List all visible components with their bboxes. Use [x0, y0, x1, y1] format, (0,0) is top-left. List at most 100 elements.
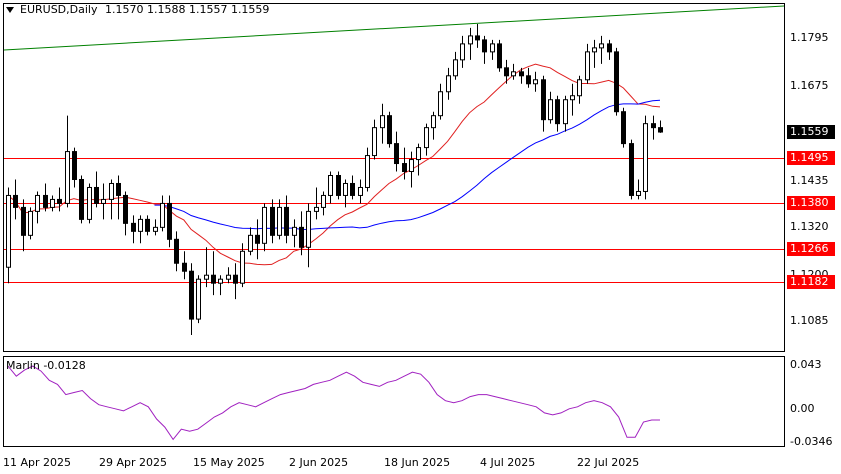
candle: [321, 191, 326, 216]
price-axis-label: 1.1675: [790, 78, 829, 92]
candle: [35, 191, 40, 224]
candle: [262, 203, 267, 252]
level-price-tag: 1.1266: [787, 241, 835, 256]
candle: [336, 171, 341, 200]
candle: [145, 215, 150, 236]
candle: [174, 231, 179, 272]
candle: [519, 67, 524, 84]
time-axis-label: 15 May 2025: [193, 456, 265, 469]
indicator-scale-bottom: -0.0346: [790, 435, 833, 448]
candle: [255, 219, 260, 260]
candle: [6, 187, 11, 284]
candle: [599, 35, 604, 64]
candle: [409, 151, 414, 188]
candle: [548, 91, 553, 124]
level-price-tag: 1.1182: [787, 275, 835, 290]
candle: [248, 227, 253, 256]
price-chart[interactable]: [0, 0, 841, 355]
candle: [196, 275, 201, 324]
candle: [50, 195, 55, 212]
marlin-indicator-panel[interactable]: [0, 355, 841, 450]
candle: [541, 75, 546, 132]
candle: [123, 191, 128, 236]
candle: [585, 43, 590, 84]
candle: [460, 35, 465, 68]
candle: [424, 123, 429, 156]
candle: [416, 143, 421, 176]
candle: [387, 111, 392, 148]
moving-average-blue: [154, 99, 661, 231]
candle: [131, 215, 136, 244]
candle: [153, 219, 158, 236]
candle: [636, 179, 641, 200]
candle: [482, 35, 487, 64]
candle: [109, 179, 114, 220]
candle: [189, 263, 194, 336]
time-axis-label: 18 Jun 2025: [384, 456, 451, 469]
candle: [87, 183, 92, 224]
time-axis-label: 2 Jun 2025: [289, 456, 349, 469]
collapse-triangle-icon[interactable]: [6, 7, 14, 13]
price-axis-label: 1.1320: [790, 220, 829, 234]
channel-line: [3, 5, 785, 51]
candle: [284, 195, 289, 244]
candle: [160, 195, 165, 232]
time-axis-label: 4 Jul 2025: [480, 456, 536, 469]
candle: [218, 275, 223, 296]
candle: [526, 67, 531, 88]
candle: [233, 263, 238, 300]
candle: [570, 83, 575, 116]
candle: [182, 251, 187, 280]
candle: [555, 95, 560, 132]
candle: [43, 183, 48, 212]
candle: [21, 199, 26, 252]
chart-title: EURUSD,Daily 1.1570 1.1588 1.1557 1.1559: [20, 3, 269, 16]
candle: [504, 59, 509, 84]
candle: [490, 39, 495, 60]
candle: [65, 115, 70, 208]
candle: [431, 111, 436, 140]
candle: [350, 175, 355, 200]
price-axis-label: 1.1085: [790, 314, 829, 328]
candle: [299, 211, 304, 256]
candle: [658, 120, 663, 133]
candle: [138, 215, 143, 244]
candle: [240, 243, 245, 288]
candle: [380, 103, 385, 144]
candle: [167, 195, 172, 248]
candle: [468, 27, 473, 60]
indicator-scale-top: 0.043: [790, 358, 822, 371]
candle: [94, 171, 99, 208]
candle: [497, 39, 502, 72]
marlin-line: [7, 365, 660, 441]
time-axis-label: 11 Apr 2025: [3, 456, 72, 469]
candle: [577, 75, 582, 104]
candle: [394, 131, 399, 172]
candle: [13, 179, 18, 220]
candle: [533, 71, 538, 92]
current-price-tag: 1.1559: [787, 125, 835, 140]
time-axis-label: 29 Apr 2025: [99, 456, 168, 469]
candle: [607, 39, 612, 60]
time-axis-label: 22 Jul 2025: [577, 456, 640, 469]
candle: [511, 63, 516, 80]
level-price-tag: 1.1380: [787, 196, 835, 211]
indicator-scale-mid: 0.00: [790, 402, 815, 415]
candle: [643, 115, 648, 200]
candle: [372, 119, 377, 160]
candle: [101, 183, 106, 220]
indicator-label: Marlin -0.0128: [6, 359, 86, 372]
candle: [629, 139, 634, 200]
candle: [211, 251, 216, 296]
candle: [402, 147, 407, 180]
candle: [292, 219, 297, 248]
candle: [270, 199, 275, 244]
level-price-tag: 1.1495: [787, 150, 835, 165]
candle: [204, 247, 209, 288]
candle: [57, 187, 62, 212]
price-axis-label: 1.1435: [790, 174, 829, 188]
candle: [343, 179, 348, 208]
candle: [446, 67, 451, 100]
ohlc-values: 1.1570 1.1588 1.1557 1.1559: [104, 3, 270, 16]
candle: [621, 107, 626, 148]
